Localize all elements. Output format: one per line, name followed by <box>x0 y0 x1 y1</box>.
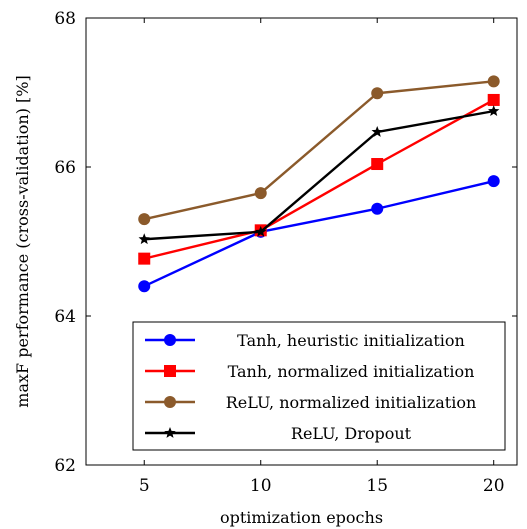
x-tick-label: 20 <box>483 476 505 496</box>
data-point <box>371 125 383 137</box>
legend-swatch-marker <box>164 334 176 346</box>
data-point <box>138 280 151 293</box>
legend-item: Tanh, heuristic initialization <box>145 331 465 350</box>
series-layer <box>138 75 500 293</box>
series-4 <box>138 105 500 245</box>
legend-item: ReLU, normalized initialization <box>145 393 476 412</box>
series-1 <box>138 175 500 293</box>
series-line <box>143 179 494 288</box>
data-point <box>371 87 384 100</box>
y-tick-label: 66 <box>54 158 76 178</box>
series-line <box>143 80 494 221</box>
x-tick-label: 15 <box>366 476 388 496</box>
legend-label: Tanh, normalized initialization <box>228 362 475 381</box>
legend-box <box>132 321 506 451</box>
x-tick-label: 5 <box>139 476 150 496</box>
tick-labels: 5 10 15 20 62 64 66 68 <box>54 9 504 496</box>
legend-label: ReLU, Dropout <box>291 424 412 443</box>
data-point <box>371 158 384 171</box>
x-tick-label: 10 <box>250 476 272 496</box>
y-axis-title: maxF performance (cross-validation) [%] <box>13 75 32 407</box>
data-point <box>138 233 150 245</box>
legend-swatch-marker <box>164 365 176 377</box>
legend-item: ReLU, Dropout <box>145 424 412 443</box>
data-point <box>138 252 151 265</box>
series-2 <box>138 93 500 265</box>
data-point <box>254 187 267 200</box>
axis-ticks <box>86 17 517 466</box>
series-line <box>143 98 495 260</box>
legend-label: Tanh, heuristic initialization <box>237 331 465 350</box>
legend-label: ReLU, normalized initialization <box>226 393 477 412</box>
data-point <box>487 175 500 188</box>
data-point <box>487 93 500 106</box>
data-point <box>138 213 151 226</box>
y-tick-label: 62 <box>54 456 76 476</box>
x-axis-title: optimization epochs <box>220 508 383 527</box>
data-point <box>487 75 500 88</box>
data-point <box>371 202 384 215</box>
data-point <box>255 225 267 237</box>
y-tick-label: 68 <box>54 9 76 29</box>
data-point <box>488 105 500 116</box>
plot-frame <box>85 17 518 466</box>
series-line <box>144 109 494 241</box>
legend-item: Tanh, normalized initialization <box>145 362 474 381</box>
legend: Tanh, heuristic initialization Tanh, norm… <box>132 321 506 451</box>
legend-swatch-marker <box>164 396 176 408</box>
y-tick-label: 64 <box>54 307 76 327</box>
series-3 <box>138 75 500 226</box>
legend-swatch-marker <box>164 427 176 438</box>
